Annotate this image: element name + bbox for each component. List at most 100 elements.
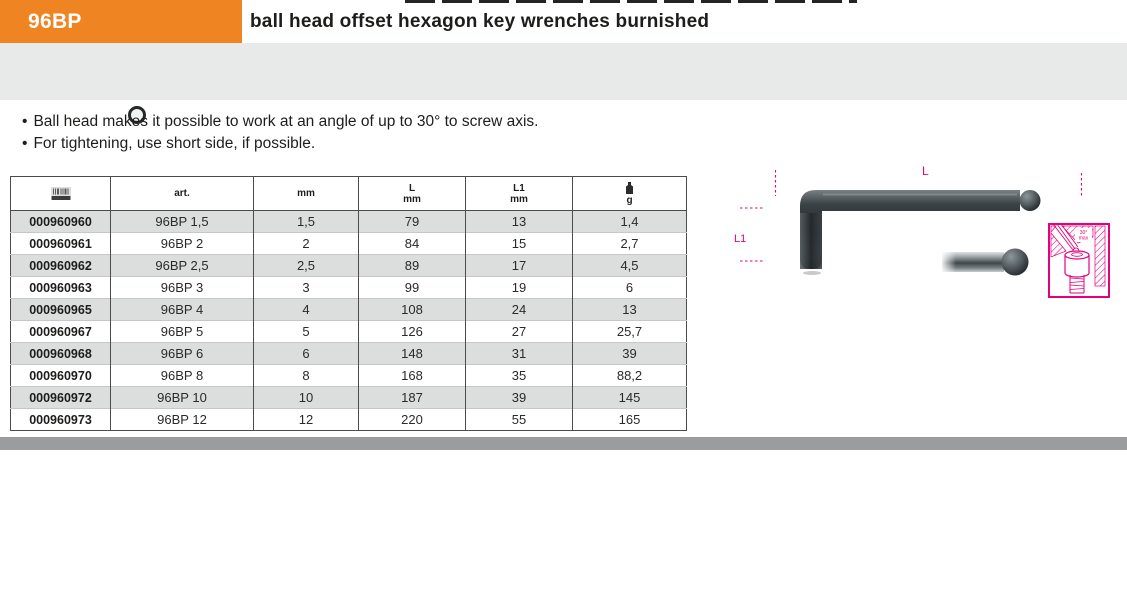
cell-art: 96BP 4: [110, 298, 254, 321]
table-row: 000960960 96BP 1,5 1,5 79 13 1,4: [10, 210, 687, 233]
cell-length1: 55: [465, 408, 573, 431]
hatch-right-strip: [1094, 225, 1106, 287]
cell-art: 96BP 8: [110, 364, 254, 387]
cell-length: 187: [358, 386, 466, 409]
cell-length1: 31: [465, 342, 573, 365]
cell-code: 000960970: [10, 364, 111, 387]
column-unit: g: [626, 194, 633, 206]
hatch-corner: [1050, 225, 1057, 233]
cell-length1: 24: [465, 298, 573, 321]
column-header-length: L mm: [358, 176, 466, 211]
cell-length: 168: [358, 364, 466, 387]
cell-weight: 6: [572, 276, 687, 299]
cell-size: 2,5: [253, 254, 359, 277]
wrench-drawing: [800, 190, 1041, 275]
column-header-art: art.: [110, 176, 254, 211]
cell-length1: 13: [465, 210, 573, 233]
table-header-row: art. mm L mm L1 mm g: [10, 176, 687, 211]
dimension-marks: [740, 170, 1083, 262]
cell-art: 96BP 1,5: [110, 210, 254, 233]
column-header-length1: L1 mm: [465, 176, 573, 211]
table-row: 000960967 96BP 5 5 126 27 25,7: [10, 320, 687, 343]
note-text: Ball head makes it possible to work at a…: [33, 113, 539, 130]
page-title: ball head offset hexagon key wrenches bu…: [250, 10, 710, 32]
label-backdrop: [1075, 228, 1092, 242]
column-label: L1: [513, 182, 525, 194]
cell-code: 000960972: [10, 386, 111, 409]
cell-weight: 39: [572, 342, 687, 365]
cell-code: 000960963: [10, 276, 111, 299]
cell-code: 000960960: [29, 214, 92, 229]
cell-code: 000960965: [10, 298, 111, 321]
cell-length1: 35: [465, 364, 573, 387]
cell-code: 000960967: [10, 320, 111, 343]
column-header-weight: g: [572, 176, 687, 211]
column-label: L: [408, 182, 416, 194]
cell-art: 96BP 5: [110, 320, 254, 343]
angle-note-line2: max: [1079, 236, 1089, 242]
cell-length1: 27: [465, 320, 573, 343]
cell-art: 96BP 2: [110, 232, 254, 255]
key-at-angle: [1052, 223, 1079, 251]
note-text: For tightening, use short side, if possi…: [33, 135, 316, 152]
wrench-body: [800, 190, 1020, 269]
table-row: 000960962 96BP 2,5 2,5 89 17 4,5: [10, 254, 687, 277]
cell-size: 5: [253, 320, 359, 343]
cell-length: 108: [358, 298, 466, 321]
product-table: art. mm L mm L1 mm g: [10, 176, 687, 431]
cell-size: 4: [253, 298, 359, 321]
cell-art: 96BP 12: [110, 408, 254, 431]
column-label: art.: [174, 188, 190, 199]
cell-length: 79: [358, 210, 466, 233]
cell-art: 96BP 2,5: [110, 254, 254, 277]
cell-size: 2: [253, 232, 359, 255]
cell-art: 96BP 6: [110, 342, 254, 365]
note-line: • Ball head makes it possible to work at …: [22, 111, 539, 133]
cell-length: 89: [358, 254, 466, 277]
cell-length1: 39: [465, 386, 573, 409]
cell-size: 3: [253, 276, 359, 299]
cell-length: 220: [358, 408, 466, 431]
screw-drawing: [1064, 250, 1090, 294]
cell-length1: 17: [465, 254, 573, 277]
symbol-band: [0, 43, 1127, 124]
cell-size: 1,5: [253, 210, 359, 233]
note-line: • For tightening, use short side, if poss…: [22, 133, 539, 155]
cell-weight: 25,7: [572, 320, 687, 343]
ball-end-photo: [942, 248, 1029, 276]
cell-code: 000960961: [10, 232, 111, 255]
cell-weight: 165: [572, 408, 687, 431]
product-illustration: L L1: [734, 164, 1110, 298]
column-header-code: [10, 176, 111, 211]
table-row: 000960961 96BP 2 2 84 15 2,7: [10, 232, 687, 255]
cell-size: 12: [253, 408, 359, 431]
barcode-icon: [50, 186, 71, 200]
bullet-glyph: •: [22, 135, 28, 152]
table-row: 000960965 96BP 4 4 108 24 13: [10, 298, 687, 321]
table-row: 000960972 96BP 10 10 187 39 145: [10, 386, 687, 409]
weight-icon: [626, 181, 633, 194]
cell-length: 148: [358, 342, 466, 365]
table-row: 000960970 96BP 8 8 168 35 88,2: [10, 364, 687, 387]
dimension-l1-label: L1: [734, 233, 746, 245]
cell-size: 6: [253, 342, 359, 365]
footer-divider-bar: [0, 437, 1127, 450]
cell-weight: 2,7: [572, 232, 687, 255]
cell-length1: 15: [465, 232, 573, 255]
cell-code: 000960968: [10, 342, 111, 365]
cell-length1: 19: [465, 276, 573, 299]
cell-weight: 1,4: [572, 210, 687, 233]
closeup-shaft: [942, 252, 1004, 272]
cell-code: 000960962: [10, 254, 111, 277]
table-row: 000960963 96BP 3 3 99 19 6: [10, 276, 687, 299]
column-unit: mm: [510, 193, 528, 205]
column-unit: mm: [403, 193, 421, 205]
cell-weight: 145: [572, 386, 687, 409]
hex-socket-ring-icon: [128, 106, 146, 124]
angle-note-line1: 30°: [1080, 230, 1088, 236]
usage-angle-diagram: 30° max: [1048, 223, 1110, 298]
table-row: 000960973 96BP 12 12 220 55 165: [10, 408, 687, 431]
product-code-tab: 96BP: [0, 0, 242, 43]
cell-weight: 4,5: [572, 254, 687, 277]
